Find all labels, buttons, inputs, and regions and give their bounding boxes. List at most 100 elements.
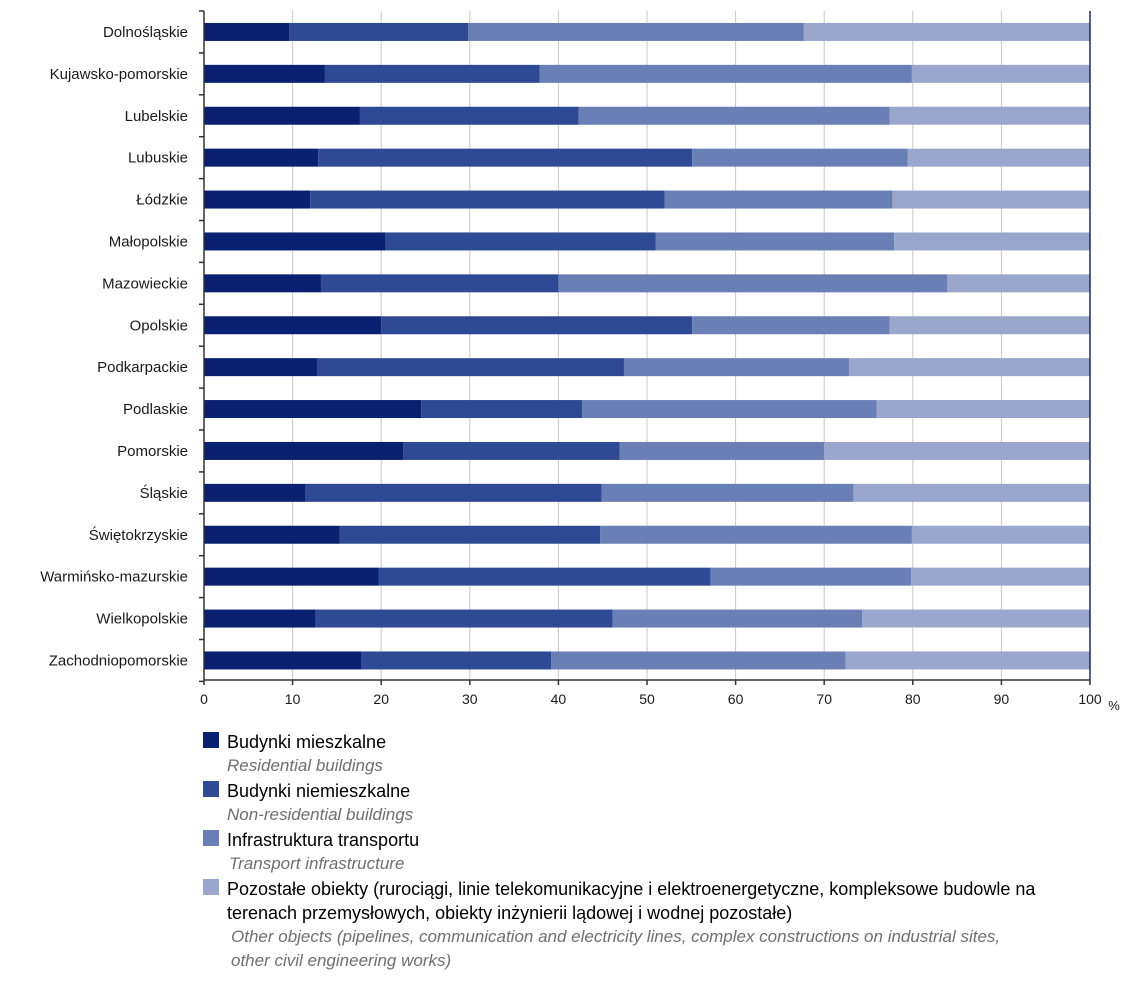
bar-segment-4 <box>911 64 1090 83</box>
category-label: Mazowieckie <box>102 275 188 292</box>
bar-segment-2 <box>320 274 559 293</box>
bar-segment-1 <box>204 274 321 293</box>
bar-segment-1 <box>204 651 362 670</box>
x-unit-label: % <box>1108 698 1120 713</box>
bar-segment-4 <box>862 609 1090 628</box>
bar-segment-3 <box>664 190 893 209</box>
bar-segment-3 <box>601 483 854 502</box>
bar-segment-3 <box>600 525 912 544</box>
category-label: Świętokrzyskie <box>89 526 188 544</box>
bar-segment-1 <box>204 22 290 41</box>
x-tick-label: 70 <box>816 691 832 707</box>
x-tick-label: 50 <box>639 691 655 707</box>
bar-segment-2 <box>381 316 693 335</box>
bar-segment-3 <box>710 567 912 586</box>
bar-segment-4 <box>911 567 1090 586</box>
legend-item-non-residential: Budynki niemieszkalne Non-residential bu… <box>203 779 1103 827</box>
legend-label-en: Residential buildings <box>227 756 383 775</box>
bar-segment-1 <box>204 441 404 460</box>
legend-item-residential: Budynki mieszkalne Residential buildings <box>203 730 1103 778</box>
bar-segment-2 <box>421 400 583 419</box>
bar-segment-1 <box>204 483 306 502</box>
bar-segment-3 <box>619 441 825 460</box>
category-labels: Dolnośląskie Kujawsko-pomorskie Lubelskie L… <box>40 24 188 670</box>
bar-segment-2 <box>318 148 693 167</box>
legend-swatch-non-residential <box>203 781 219 797</box>
legend-item-other: Pozostałe obiekty (rurociągi, linie tele… <box>203 877 1103 973</box>
bar-segment-1 <box>204 232 386 251</box>
stacked-bar-chart: Dolnośląskie Kujawsko-pomorskie Lubelskie L… <box>40 10 1120 713</box>
bar-segment-3 <box>655 232 895 251</box>
bar-segment-2 <box>385 232 656 251</box>
bar-segment-1 <box>204 316 382 335</box>
bar-segment-1 <box>204 148 319 167</box>
bar-segment-3 <box>551 651 846 670</box>
bar-segment-3 <box>582 400 877 419</box>
category-label: Pomorskie <box>117 443 188 460</box>
legend-label-en: Other objects (pipelines, communication … <box>231 927 1001 970</box>
category-label: Małopolskie <box>109 233 188 250</box>
bar-segment-1 <box>204 358 318 377</box>
bar-segment-1 <box>204 609 316 628</box>
bar-segment-4 <box>947 274 1090 293</box>
bars <box>204 22 1090 670</box>
legend-label-pl: Infrastruktura transportu <box>227 830 420 850</box>
legend-swatch-transport <box>203 830 219 846</box>
bar-segment-4 <box>889 316 1090 335</box>
bar-segment-1 <box>204 525 340 544</box>
x-tick-label: 90 <box>994 691 1010 707</box>
category-label: Warmińsko-mazurskie <box>40 569 188 586</box>
bar-segment-2 <box>289 22 469 41</box>
bar-segment-4 <box>824 441 1090 460</box>
bar-segment-2 <box>317 358 624 377</box>
category-label: Kujawsko-pomorskie <box>50 66 188 83</box>
category-label: Lubelskie <box>125 108 188 125</box>
bar-segment-3 <box>623 358 850 377</box>
bar-segment-4 <box>853 483 1090 502</box>
bar-segment-2 <box>359 106 579 125</box>
x-tick-labels: 0 10 20 30 40 50 60 70 80 90 100% <box>200 691 1120 713</box>
bar-segment-1 <box>204 106 360 125</box>
bar-segment-4 <box>876 400 1090 419</box>
bar-segment-4 <box>892 190 1090 209</box>
bar-segment-1 <box>204 400 422 419</box>
bar-segment-2 <box>305 483 602 502</box>
bar-segment-2 <box>324 64 540 83</box>
category-label: Dolnośląskie <box>103 24 188 41</box>
bar-segment-2 <box>310 190 665 209</box>
bar-segment-2 <box>339 525 601 544</box>
bar-segment-2 <box>315 609 613 628</box>
category-label: Podkarpackie <box>97 359 188 376</box>
axes <box>199 10 1091 685</box>
bar-segment-2 <box>361 651 552 670</box>
bar-segment-1 <box>204 567 379 586</box>
category-label: Łódzkie <box>136 192 188 209</box>
bar-segment-3 <box>468 22 804 41</box>
bar-segment-4 <box>907 148 1090 167</box>
x-tick-label: 10 <box>285 691 301 707</box>
category-label: Lubuskie <box>128 150 188 167</box>
bar-segment-1 <box>204 64 325 83</box>
bar-segment-4 <box>849 358 1090 377</box>
legend-swatch-residential <box>203 732 219 748</box>
bar-segment-3 <box>692 316 890 335</box>
legend-label-pl: Pozostałe obiekty (rurociągi, linie tele… <box>227 879 1036 923</box>
category-label: Wielkopolskie <box>96 611 188 628</box>
legend-swatch-other <box>203 879 219 895</box>
category-label: Podlaskie <box>123 401 188 418</box>
bar-segment-3 <box>612 609 863 628</box>
bar-segment-3 <box>578 106 890 125</box>
bar-segment-4 <box>894 232 1090 251</box>
bar-segment-3 <box>692 148 908 167</box>
legend-label-pl: Budynki niemieszkalne <box>227 781 411 801</box>
legend-label-pl: Budynki mieszkalne <box>227 732 387 752</box>
x-tick-label: 40 <box>551 691 567 707</box>
x-tick-label: 0 <box>200 691 208 707</box>
bar-segment-2 <box>378 567 711 586</box>
bar-segment-4 <box>889 106 1090 125</box>
bar-segment-3 <box>539 64 912 83</box>
x-tick-label: 80 <box>905 691 921 707</box>
bar-segment-3 <box>558 274 948 293</box>
bar-segment-1 <box>204 190 311 209</box>
x-tick-label: 30 <box>462 691 478 707</box>
